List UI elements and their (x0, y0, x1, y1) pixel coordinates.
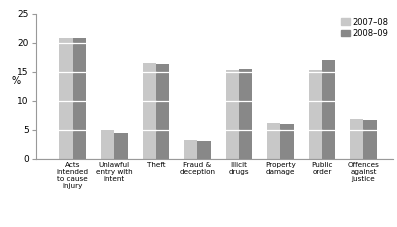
Bar (239, 69, 252, 159)
Bar (197, 141, 211, 159)
Bar (225, 70, 239, 159)
Bar (114, 133, 127, 159)
Bar (267, 123, 280, 159)
Bar (73, 38, 86, 159)
Y-axis label: %: % (12, 76, 21, 86)
Bar (350, 119, 364, 159)
Bar (156, 64, 169, 159)
Bar (309, 70, 322, 159)
Bar (322, 60, 335, 159)
Bar (184, 140, 197, 159)
Bar (143, 63, 156, 159)
Bar (280, 124, 294, 159)
Legend: 2007–08, 2008–09: 2007–08, 2008–09 (341, 18, 389, 38)
Bar (60, 38, 73, 159)
Bar (101, 131, 114, 159)
Bar (364, 120, 377, 159)
